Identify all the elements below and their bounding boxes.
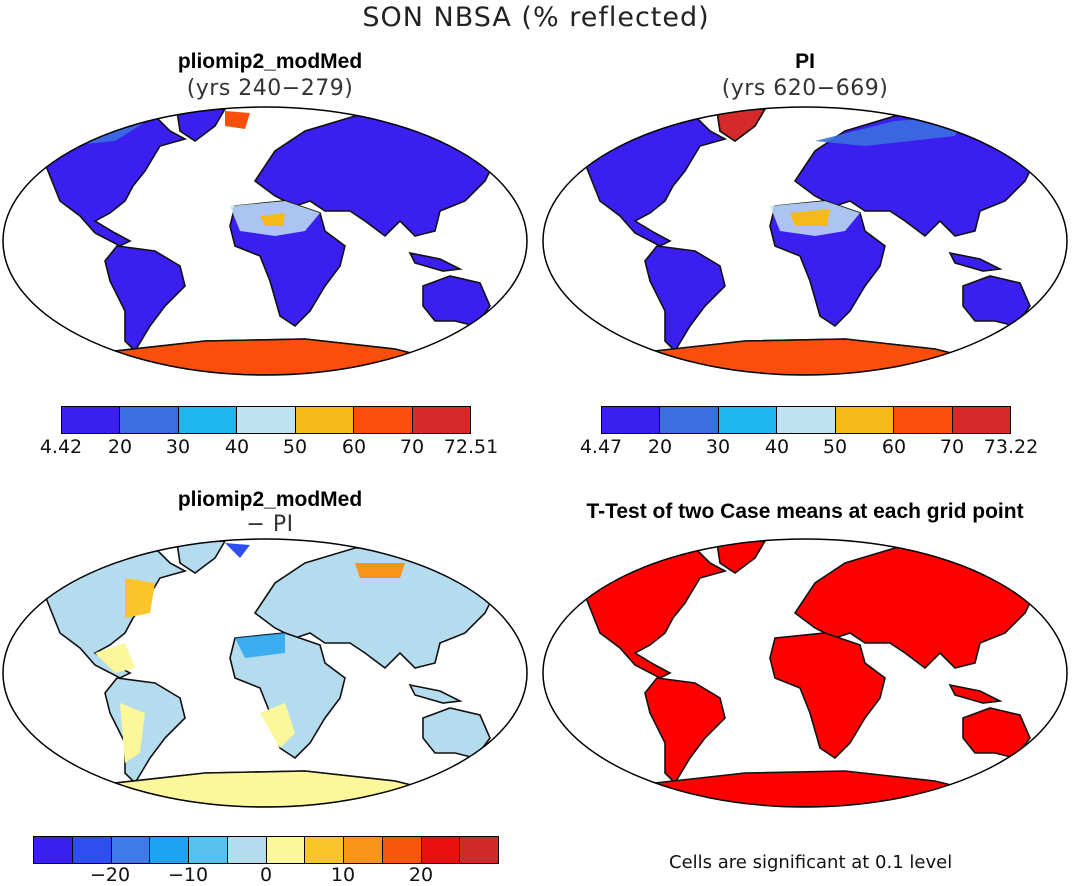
panel-2-title: PI [795, 50, 815, 73]
panel-3-map [2, 538, 528, 808]
colorbar-3-bin [72, 837, 112, 863]
colorbar-2-label: 20 [647, 436, 673, 458]
colorbar-3-bin [189, 837, 228, 863]
colorbar-1-label: 60 [341, 436, 367, 458]
colorbar-3-label: 10 [330, 864, 356, 886]
colorbar-3-bin [266, 837, 306, 863]
colorbar-1-label: 72.51 [443, 436, 499, 458]
panel-1-title: pliomip2_modMed [177, 50, 363, 73]
colorbar-2-label: 30 [705, 436, 731, 458]
colorbar-2-label: 73.22 [983, 436, 1039, 458]
colorbar-2-label: 70 [939, 436, 965, 458]
colorbar-1-label: 50 [282, 436, 308, 458]
panel-2-subtitle: (yrs 620−669) [721, 76, 889, 101]
colorbar-1-label: 70 [399, 436, 425, 458]
panel-1-map [2, 106, 528, 376]
panel-3-subtitle: − PI [246, 512, 294, 537]
colorbar-3-bin [421, 837, 461, 863]
colorbar-1-bin [354, 407, 413, 433]
colorbar-3-bin [460, 837, 498, 863]
colorbar-1-bin [62, 407, 121, 433]
colorbar-2-bin [602, 407, 661, 433]
colorbar-3-label: −20 [89, 864, 131, 886]
colorbar-2-label: 60 [881, 436, 907, 458]
colorbar-1-label: 30 [165, 436, 191, 458]
panel-3-title: pliomip2_modMed [177, 488, 363, 511]
colorbar-1-label: 20 [107, 436, 133, 458]
colorbar-1-bin [237, 407, 296, 433]
colorbar-2-bin [894, 407, 953, 433]
colorbar-2-bin [835, 407, 895, 433]
colorbar-2-bin [718, 407, 778, 433]
colorbar-3-label: 0 [259, 864, 273, 886]
colorbar-1 [61, 406, 471, 434]
colorbar-1-label: 40 [224, 436, 250, 458]
panel-4-title: T-Test of two Case means at each grid po… [586, 500, 1024, 523]
colorbar-2-label: 50 [822, 436, 848, 458]
colorbar-2-bin [660, 407, 719, 433]
colorbar-2 [601, 406, 1011, 434]
colorbar-3-bin [150, 837, 189, 863]
panel-4-map [542, 538, 1068, 808]
colorbar-3-bin [344, 837, 383, 863]
colorbar-1-bin [178, 407, 238, 433]
colorbar-2-bin [777, 407, 836, 433]
colorbar-3 [33, 836, 499, 864]
colorbar-3-bin [305, 837, 344, 863]
colorbar-2-label: 4.47 [579, 436, 623, 458]
colorbar-3-bin [227, 837, 267, 863]
colorbar-1-label: 4.42 [39, 436, 83, 458]
colorbar-3-label: −10 [167, 864, 209, 886]
colorbar-2-label: 40 [764, 436, 790, 458]
colorbar-3-label: 20 [408, 864, 434, 886]
colorbar-1-bin [412, 407, 470, 433]
colorbar-1-bin [295, 407, 355, 433]
colorbar-2-bin [952, 407, 1010, 433]
figure-title: SON NBSA (% reflected) [362, 2, 710, 33]
significance-note: Cells are significant at 0.1 level [669, 852, 953, 873]
panel-1-subtitle: (yrs 240−279) [186, 76, 354, 101]
colorbar-3-bin [382, 837, 422, 863]
colorbar-3-bin [34, 837, 73, 863]
colorbar-1-bin [120, 407, 179, 433]
panel-2-map [542, 106, 1068, 376]
colorbar-3-bin [111, 837, 151, 863]
